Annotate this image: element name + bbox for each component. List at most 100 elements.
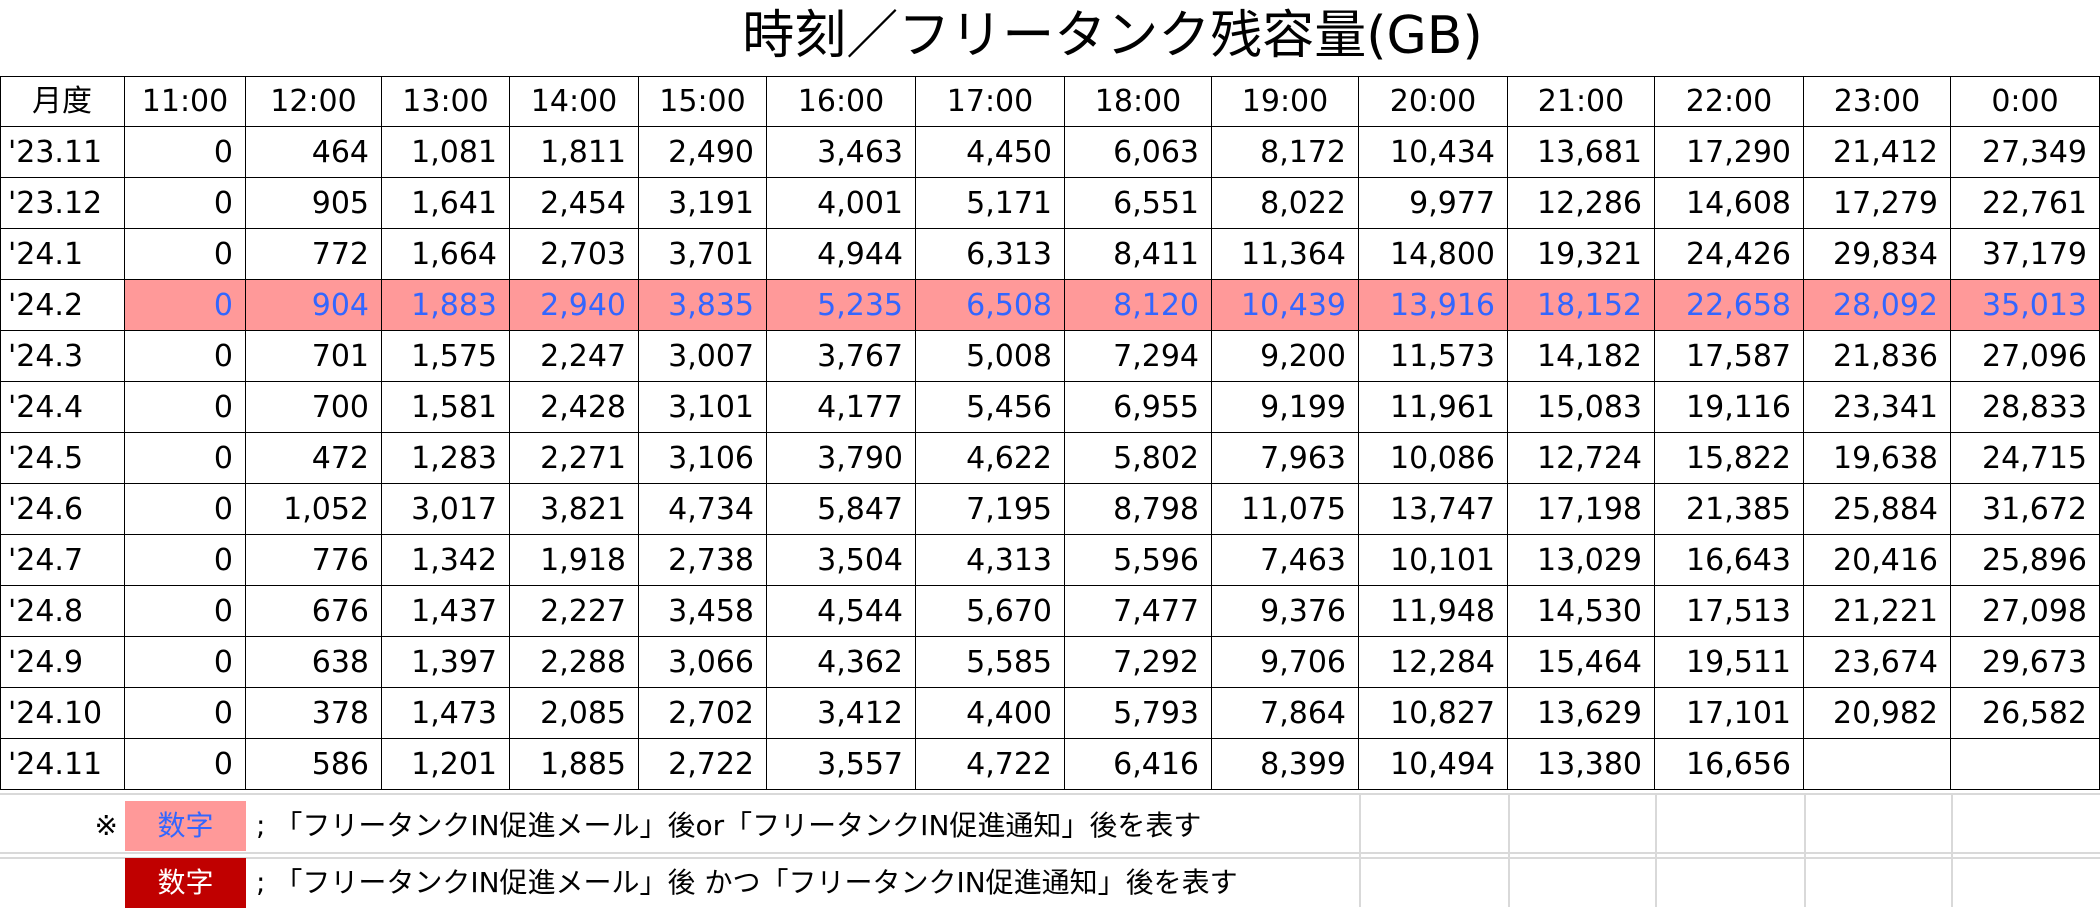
cell: 29,834 xyxy=(1804,229,1951,280)
row-label: '24.10 xyxy=(0,688,125,739)
cell: 0 xyxy=(125,433,246,484)
cell: 2,085 xyxy=(510,688,639,739)
cell: 1,811 xyxy=(510,127,639,178)
cell: 7,294 xyxy=(1065,331,1212,382)
cell: 27,098 xyxy=(1951,586,2100,637)
cell: 28,833 xyxy=(1951,382,2100,433)
cell: 2,454 xyxy=(510,178,639,229)
cell: 3,835 xyxy=(639,280,767,331)
cell: 3,106 xyxy=(639,433,767,484)
cell: 6,063 xyxy=(1065,127,1212,178)
header-cell: 15:00 xyxy=(639,76,767,127)
cell: 676 xyxy=(246,586,382,637)
cell: 7,864 xyxy=(1212,688,1359,739)
cell: 0 xyxy=(125,688,246,739)
cell: 3,557 xyxy=(767,739,916,790)
cell: 37,179 xyxy=(1951,229,2100,280)
row-label: '24.2 xyxy=(0,280,125,331)
legend-text: ; 「フリータンクIN促進メール」後 かつ「フリータンクIN促進通知」後を表す xyxy=(256,866,1238,899)
cell: 15,083 xyxy=(1508,382,1655,433)
cell: 8,022 xyxy=(1212,178,1359,229)
cell: 21,412 xyxy=(1804,127,1951,178)
cell: 35,013 xyxy=(1951,280,2100,331)
cell: 7,195 xyxy=(916,484,1065,535)
cell: 13,916 xyxy=(1359,280,1508,331)
cell: 464 xyxy=(246,127,382,178)
header-cell: 14:00 xyxy=(510,76,639,127)
cell: 13,681 xyxy=(1508,127,1655,178)
cell: 2,702 xyxy=(639,688,767,739)
cell: 11,961 xyxy=(1359,382,1508,433)
header-cell: 23:00 xyxy=(1804,76,1951,127)
cell: 10,439 xyxy=(1212,280,1359,331)
cell: 9,200 xyxy=(1212,331,1359,382)
sheet-line xyxy=(1508,793,1510,907)
cell: 6,313 xyxy=(916,229,1065,280)
cell: 23,341 xyxy=(1804,382,1951,433)
cell: 0 xyxy=(125,382,246,433)
cell: 14,530 xyxy=(1508,586,1655,637)
cell: 5,793 xyxy=(1065,688,1212,739)
cell: 700 xyxy=(246,382,382,433)
cell: 8,172 xyxy=(1212,127,1359,178)
cell: 10,101 xyxy=(1359,535,1508,586)
cell: 19,511 xyxy=(1655,637,1804,688)
row-label: '24.1 xyxy=(0,229,125,280)
cell xyxy=(1951,739,2100,790)
cell: 0 xyxy=(125,127,246,178)
cell: 14,800 xyxy=(1359,229,1508,280)
cell: 5,008 xyxy=(916,331,1065,382)
cell: 22,761 xyxy=(1951,178,2100,229)
cell: 31,672 xyxy=(1951,484,2100,535)
cell: 7,292 xyxy=(1065,637,1212,688)
row-label: '23.12 xyxy=(0,178,125,229)
cell: 4,362 xyxy=(767,637,916,688)
sheet-line xyxy=(0,857,2100,859)
cell: 6,508 xyxy=(916,280,1065,331)
cell: 6,955 xyxy=(1065,382,1212,433)
cell: 1,201 xyxy=(382,739,510,790)
cell: 17,587 xyxy=(1655,331,1804,382)
cell: 776 xyxy=(246,535,382,586)
cell: 6,416 xyxy=(1065,739,1212,790)
cell: 5,171 xyxy=(916,178,1065,229)
cell: 905 xyxy=(246,178,382,229)
cell: 5,585 xyxy=(916,637,1065,688)
legend-text: ; 「フリータンクIN促進メール」後or「フリータンクIN促進通知」後を表す xyxy=(256,809,1202,842)
cell: 12,724 xyxy=(1508,433,1655,484)
cell: 21,385 xyxy=(1655,484,1804,535)
header-cell: 19:00 xyxy=(1212,76,1359,127)
legend-sample: 数字 xyxy=(125,801,246,851)
cell: 1,885 xyxy=(510,739,639,790)
cell: 15,464 xyxy=(1508,637,1655,688)
title: 時刻／フリータンク残容量(GB) xyxy=(742,6,1483,66)
cell: 3,007 xyxy=(639,331,767,382)
cell: 3,463 xyxy=(767,127,916,178)
cell: 17,513 xyxy=(1655,586,1804,637)
cell: 4,544 xyxy=(767,586,916,637)
cell: 5,670 xyxy=(916,586,1065,637)
row-label: '23.11 xyxy=(0,127,125,178)
header-cell: 22:00 xyxy=(1655,76,1804,127)
cell: 25,884 xyxy=(1804,484,1951,535)
cell: 24,426 xyxy=(1655,229,1804,280)
cell: 12,286 xyxy=(1508,178,1655,229)
cell: 25,896 xyxy=(1951,535,2100,586)
cell: 0 xyxy=(125,637,246,688)
cell: 9,376 xyxy=(1212,586,1359,637)
header-cell: 18:00 xyxy=(1065,76,1212,127)
cell: 4,313 xyxy=(916,535,1065,586)
cell: 17,198 xyxy=(1508,484,1655,535)
cell: 27,096 xyxy=(1951,331,2100,382)
cell: 638 xyxy=(246,637,382,688)
cell: 2,703 xyxy=(510,229,639,280)
cell: 1,437 xyxy=(382,586,510,637)
cell: 8,399 xyxy=(1212,739,1359,790)
cell: 8,798 xyxy=(1065,484,1212,535)
cell: 8,411 xyxy=(1065,229,1212,280)
cell: 17,290 xyxy=(1655,127,1804,178)
cell: 2,271 xyxy=(510,433,639,484)
row-label: '24.9 xyxy=(0,637,125,688)
cell: 22,658 xyxy=(1655,280,1804,331)
cell: 1,581 xyxy=(382,382,510,433)
